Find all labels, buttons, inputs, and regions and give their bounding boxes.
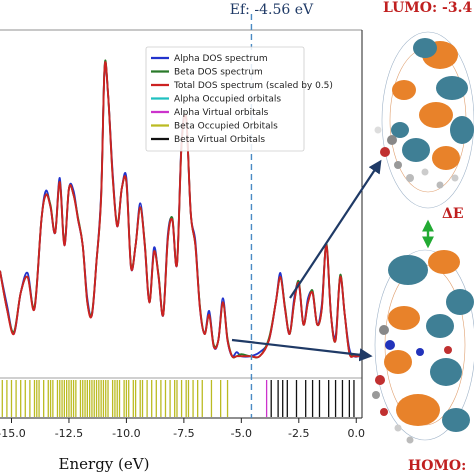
- total-dos-line: [0, 61, 362, 359]
- legend: Alpha DOS spectrum Beta DOS spectrum Total…: [145, 46, 333, 152]
- lumo-label: LUMO: -3.4: [383, 0, 472, 16]
- lumo-pointer-arrow: [289, 159, 382, 299]
- dos-curves: [0, 59, 363, 359]
- lumo-orbital-image: [374, 31, 474, 209]
- x-tick-label: -12.5: [55, 427, 83, 440]
- x-tick-label: -5.0: [231, 427, 252, 440]
- legend-box: [145, 46, 305, 152]
- x-axis-label: Energy (eV): [59, 455, 150, 473]
- x-tick-label: -10.0: [112, 427, 140, 440]
- x-tick-label: -7.5: [173, 427, 194, 440]
- legend-entry: Beta Virtual Orbitals: [174, 135, 265, 145]
- legend-entry: Alpha DOS spectrum: [174, 54, 268, 64]
- orbital-panel: LUMO: -3.4 HOMO: ΔE: [231, 0, 474, 474]
- legend-entry: Beta DOS spectrum: [174, 68, 263, 78]
- x-tick-label: -15.0: [0, 427, 26, 440]
- plot-area: -15.0 -12.5 -10.0 -7.5 -5.0 -2.5 0.0 Ef: -4.56…: [0, 2, 365, 440]
- legend-entry: Beta Occupied Orbitals: [174, 122, 278, 132]
- homo-label: HOMO:: [408, 458, 466, 474]
- gap-label: ΔE: [442, 206, 464, 222]
- x-tick-label: 0.0: [348, 427, 366, 440]
- legend-entry: Total DOS spectrum (scaled by 0.5): [173, 81, 333, 91]
- x-ticks: -15.0 -12.5 -10.0 -7.5 -5.0 -2.5 0.0: [0, 418, 365, 440]
- homo-orbital-image: [372, 249, 474, 444]
- legend-entry: Alpha Virtual orbitals: [174, 108, 269, 118]
- orbital-levels: [1, 380, 355, 417]
- x-tick-label: -2.5: [288, 427, 309, 440]
- legend-entry: Alpha Occupied orbitals: [174, 95, 281, 105]
- fermi-level-label: Ef: -4.56 eV: [230, 2, 314, 18]
- homo-pointer-arrow: [231, 338, 373, 362]
